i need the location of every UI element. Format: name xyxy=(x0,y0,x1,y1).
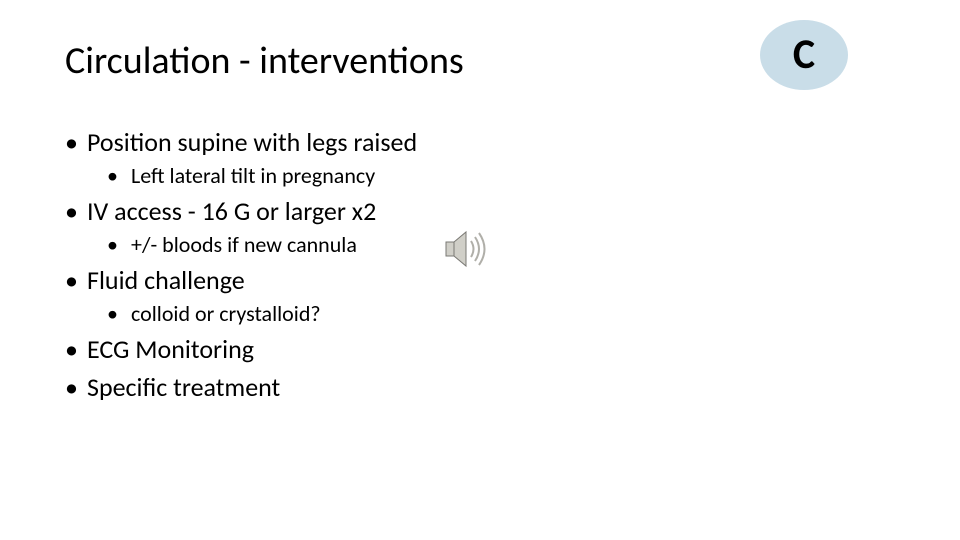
bullet-l2: colloid or crystalloid? xyxy=(107,300,417,327)
bullet-l1: ECG Monitoring xyxy=(65,333,417,365)
bullet-content: Position supine with legs raised Left la… xyxy=(65,120,417,403)
slide-title: Circulation - interventions xyxy=(65,38,464,84)
bullet-l2: Left lateral tilt in pregnancy xyxy=(107,162,417,189)
speaker-icon[interactable] xyxy=(442,226,488,272)
bullet-l1: Specific treatment xyxy=(65,371,417,403)
bullet-l2: +/- bloods if new cannula xyxy=(107,231,417,258)
bullet-l1: Position supine with legs raised xyxy=(65,126,417,158)
topic-badge-letter: C xyxy=(793,34,815,76)
bullet-l1: IV access - 16 G or larger x2 xyxy=(65,195,417,227)
slide: Circulation - interventions C Position s… xyxy=(0,0,960,540)
topic-badge: C xyxy=(760,20,848,90)
bullet-l1: Fluid challenge xyxy=(65,264,417,296)
